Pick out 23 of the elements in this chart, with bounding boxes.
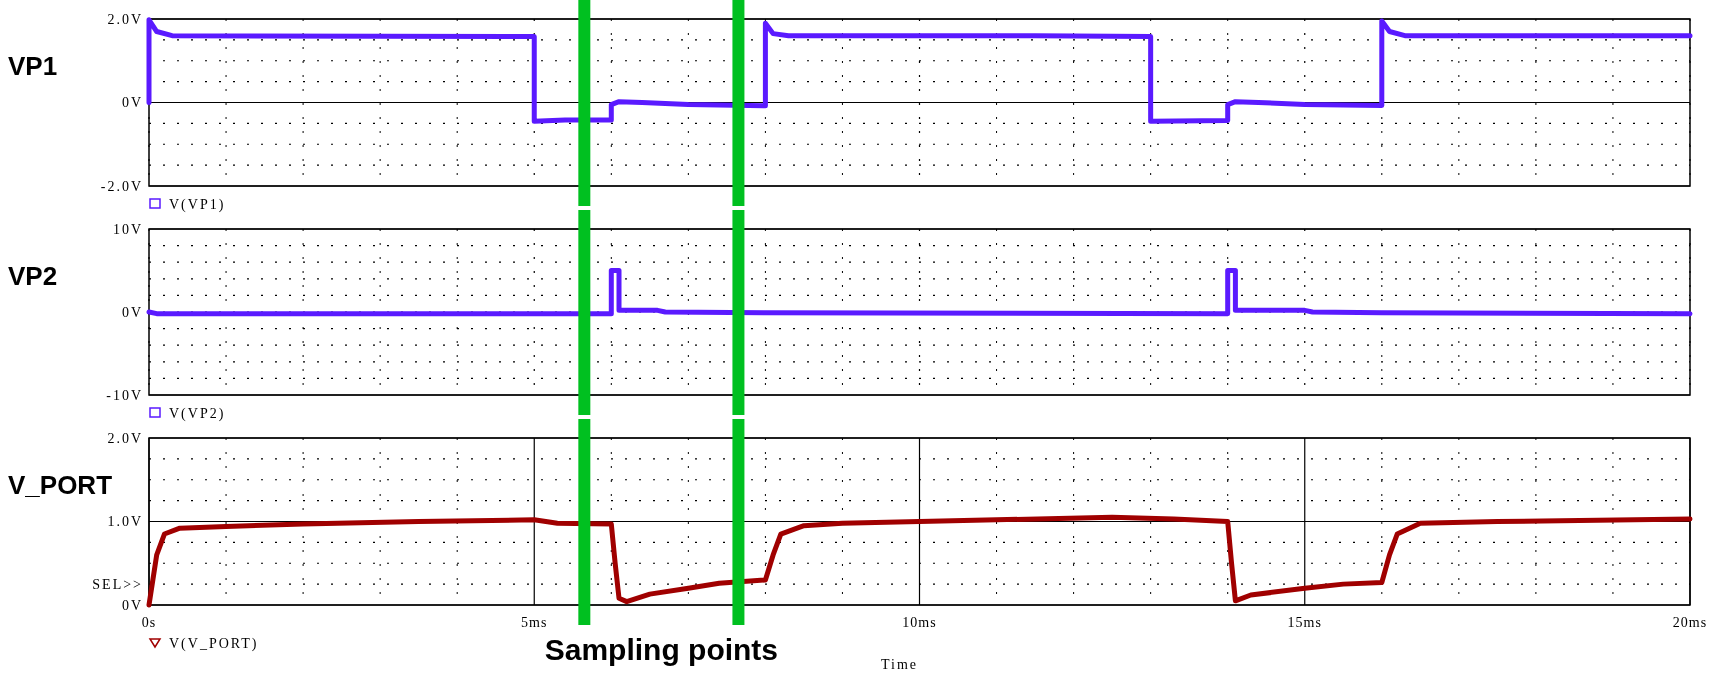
legend-label: V(V_PORT) xyxy=(169,635,259,652)
x-tick-label: 5ms xyxy=(521,615,548,630)
x-tick-label: 10ms xyxy=(902,615,937,630)
y-tick-label: -10V xyxy=(106,387,143,403)
y-tick-label: SEL>> xyxy=(92,577,143,593)
x-tick-label: 15ms xyxy=(1287,615,1322,630)
y-tick-label: 1.0V xyxy=(107,514,143,530)
y-tick-label: 0V xyxy=(121,304,143,320)
x-tick-label: 0s xyxy=(141,615,157,630)
x-tick-label: 20ms xyxy=(1672,615,1708,630)
y-tick-label: 2.0V xyxy=(107,430,143,446)
y-tick-label: 10V xyxy=(112,221,143,237)
x-axis-title: Time xyxy=(880,657,919,672)
y-tick-label: 0V xyxy=(121,597,143,613)
y-axis-title: VP1 xyxy=(8,51,58,81)
y-tick-label: -2.0V xyxy=(100,178,143,194)
legend-label: V(VP1) xyxy=(169,196,226,213)
legend-label: V(VP2) xyxy=(169,405,226,422)
text: Sampling points xyxy=(544,633,779,666)
y-tick-label: 2.0V xyxy=(107,11,143,27)
y-axis-title: VP2 xyxy=(8,261,58,291)
y-axis-title: V_PORT xyxy=(8,470,113,500)
y-tick-label: 0V xyxy=(121,95,143,111)
